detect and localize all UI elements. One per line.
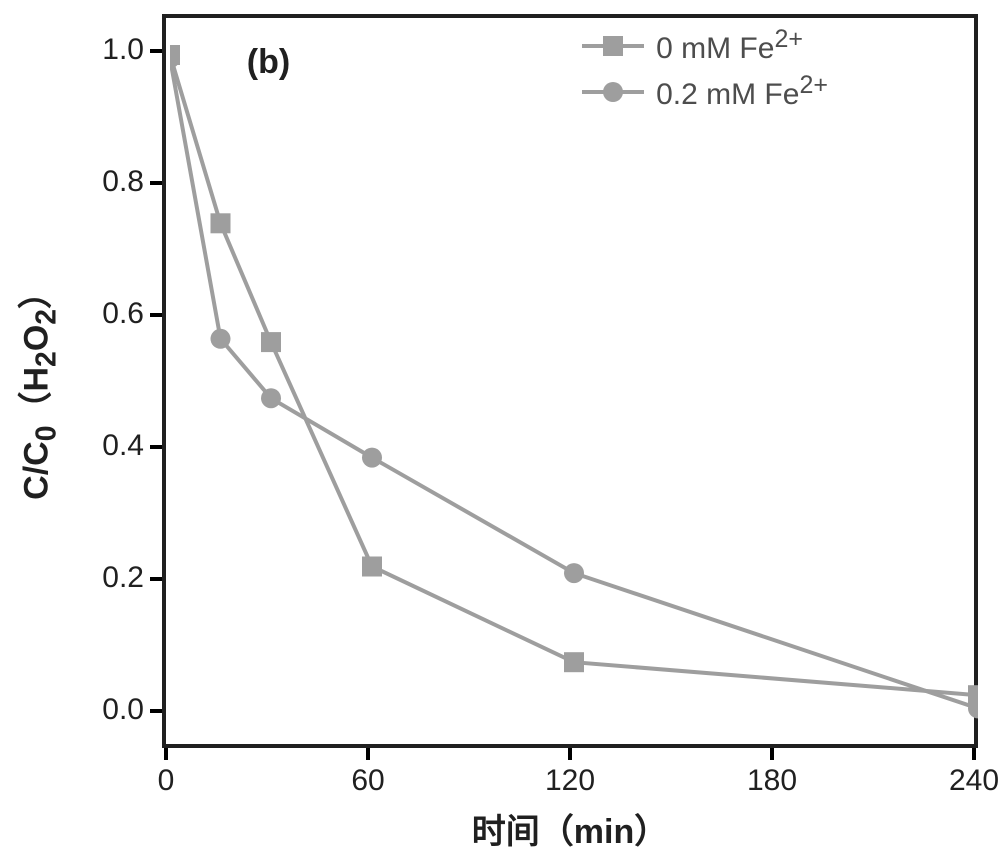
series-0mm-line xyxy=(170,55,978,695)
legend-marker-icon xyxy=(603,36,623,56)
plot-svg xyxy=(170,22,978,748)
x-tick-label: 60 xyxy=(328,764,408,798)
chart-figure: (b) 0 mM Fe2+ 0.2 mM Fe2+ 0 60 120 180 240 0.… xyxy=(0,0,1000,858)
x-tick-label: 240 xyxy=(934,764,1000,798)
y-tick-label: 1.0 xyxy=(64,33,144,67)
y-tick xyxy=(150,577,162,581)
series-0mm-marker xyxy=(261,332,281,352)
series-02mm-marker xyxy=(362,448,382,468)
y-tick xyxy=(150,49,162,53)
x-tick xyxy=(972,748,976,760)
series-0mm-marker xyxy=(564,652,584,672)
legend-line-icon xyxy=(582,90,644,94)
y-tick xyxy=(150,445,162,449)
y-tick xyxy=(150,313,162,317)
x-tick xyxy=(568,748,572,760)
legend-marker-icon xyxy=(603,82,623,102)
series-02mm-marker xyxy=(211,329,231,349)
y-tick-label: 0.0 xyxy=(64,693,144,727)
plot-area: (b) 0 mM Fe2+ 0.2 mM Fe2+ xyxy=(162,14,978,748)
y-tick-label: 0.6 xyxy=(64,297,144,331)
y-tick xyxy=(150,709,162,713)
x-tick xyxy=(164,748,168,760)
y-tick-label: 0.2 xyxy=(64,561,144,595)
series-02mm-marker xyxy=(261,388,281,408)
series-02mm-marker xyxy=(564,563,584,583)
y-axis-label: C/C0（H2O2） xyxy=(9,187,64,587)
legend-line-icon xyxy=(582,44,644,48)
series-0mm-marker xyxy=(362,557,382,577)
panel-label: (b) xyxy=(247,43,290,82)
legend-entry: 0 mM Fe2+ xyxy=(582,26,828,66)
x-tick xyxy=(366,748,370,760)
x-tick-label: 120 xyxy=(530,764,610,798)
legend: 0 mM Fe2+ 0.2 mM Fe2+ xyxy=(582,26,828,118)
series-0mm-marker xyxy=(211,213,231,233)
x-tick-label: 0 xyxy=(126,764,206,798)
y-tick-label: 0.4 xyxy=(64,429,144,463)
x-tick xyxy=(770,748,774,760)
y-tick xyxy=(150,181,162,185)
legend-entry: 0.2 mM Fe2+ xyxy=(582,72,828,112)
legend-label: 0.2 mM Fe2+ xyxy=(656,71,828,112)
x-axis-label: 时间（min） xyxy=(162,804,978,853)
legend-label: 0 mM Fe2+ xyxy=(656,25,803,66)
x-tick-label: 180 xyxy=(732,764,812,798)
y-tick-label: 0.8 xyxy=(64,165,144,199)
